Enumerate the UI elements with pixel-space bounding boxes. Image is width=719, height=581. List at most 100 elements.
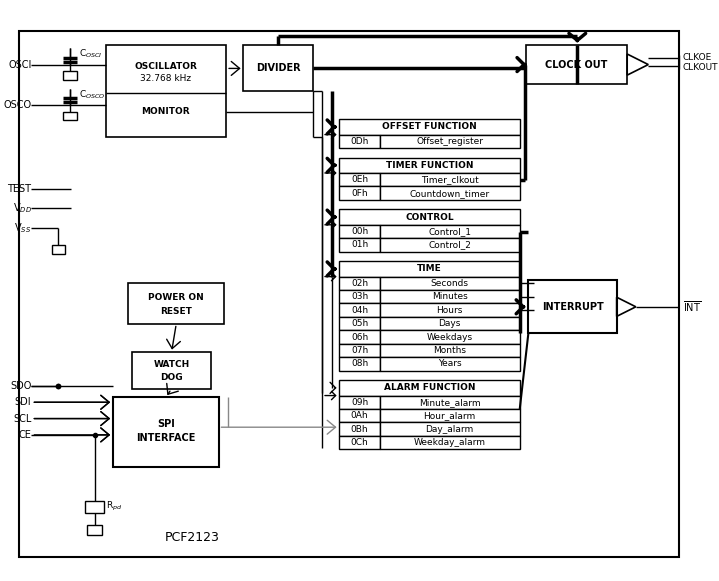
Bar — [380, 344, 520, 357]
Bar — [339, 409, 380, 422]
Bar — [339, 238, 380, 252]
Text: CLKOUT: CLKOUT — [683, 63, 718, 72]
Text: R$_{pd}$: R$_{pd}$ — [106, 500, 123, 514]
Bar — [339, 290, 380, 303]
Text: 04h: 04h — [351, 306, 368, 315]
Text: Weekday_alarm: Weekday_alarm — [413, 438, 486, 447]
Text: ALARM FUNCTION: ALARM FUNCTION — [384, 383, 475, 392]
Text: $\overline{\mathrm{INT}}$: $\overline{\mathrm{INT}}$ — [683, 299, 701, 314]
Bar — [380, 187, 520, 200]
Text: 32.768 kHz: 32.768 kHz — [140, 74, 191, 84]
Bar — [339, 261, 520, 277]
Bar — [380, 290, 520, 303]
Text: OSCO: OSCO — [4, 100, 32, 110]
Text: 00h: 00h — [351, 227, 368, 236]
Text: POWER ON: POWER ON — [148, 293, 204, 302]
Text: Years: Years — [438, 360, 462, 368]
Bar — [339, 173, 380, 187]
Bar — [63, 71, 76, 80]
Bar — [339, 135, 380, 148]
Text: Minute_alarm: Minute_alarm — [419, 398, 480, 407]
Text: Countdown_timer: Countdown_timer — [410, 189, 490, 198]
Bar — [526, 45, 627, 84]
Bar — [380, 225, 520, 238]
Bar — [339, 303, 380, 317]
Bar — [339, 277, 380, 290]
Text: Days: Days — [439, 319, 461, 328]
Bar — [339, 344, 380, 357]
Text: 0Eh: 0Eh — [351, 175, 368, 184]
Bar — [380, 238, 520, 252]
Bar — [244, 45, 313, 91]
Text: Control_1: Control_1 — [429, 227, 471, 236]
Bar — [113, 397, 219, 467]
Text: C$_{OSCI}$: C$_{OSCI}$ — [79, 48, 103, 60]
Bar — [339, 436, 380, 449]
Text: Control_2: Control_2 — [429, 241, 471, 249]
Text: C$_{OSCO}$: C$_{OSCO}$ — [79, 88, 106, 101]
Text: 0Ch: 0Ch — [351, 438, 368, 447]
Text: RESET: RESET — [160, 307, 192, 315]
Text: CE: CE — [19, 430, 32, 440]
Text: SDI: SDI — [15, 397, 32, 407]
Text: Day_alarm: Day_alarm — [426, 425, 474, 433]
Text: INTERFACE: INTERFACE — [136, 433, 196, 443]
Bar — [339, 396, 380, 409]
Text: OFFSET FUNCTION: OFFSET FUNCTION — [383, 123, 477, 131]
Text: DIVIDER: DIVIDER — [256, 63, 301, 73]
Text: Hour_alarm: Hour_alarm — [423, 411, 476, 420]
Text: INTERRUPT: INTERRUPT — [541, 302, 603, 312]
Bar — [52, 245, 65, 253]
Bar — [339, 331, 380, 344]
Bar — [106, 45, 226, 137]
Bar — [380, 436, 520, 449]
Text: V$_{SS}$: V$_{SS}$ — [14, 221, 32, 235]
Text: 05h: 05h — [351, 319, 368, 328]
Text: SCL: SCL — [13, 414, 32, 424]
Text: SDO: SDO — [10, 381, 32, 391]
Bar — [339, 209, 520, 225]
Text: DOG: DOG — [160, 373, 183, 382]
Text: CLKOE: CLKOE — [683, 53, 712, 62]
Bar — [339, 119, 520, 135]
Text: OSCI: OSCI — [8, 60, 32, 70]
Bar — [380, 396, 520, 409]
Bar — [380, 173, 520, 187]
Bar — [380, 277, 520, 290]
Text: TIMER FUNCTION: TIMER FUNCTION — [386, 161, 473, 170]
Text: Timer_clkout: Timer_clkout — [421, 175, 479, 184]
Text: 06h: 06h — [351, 332, 368, 342]
Text: 01h: 01h — [351, 241, 368, 249]
Text: Weekdays: Weekdays — [426, 332, 473, 342]
Bar — [528, 281, 617, 333]
Bar — [339, 357, 380, 371]
Bar — [339, 380, 520, 396]
Text: TEST: TEST — [7, 184, 32, 194]
Text: 02h: 02h — [351, 279, 368, 288]
Text: Minutes: Minutes — [432, 292, 467, 301]
Bar — [339, 225, 380, 238]
Text: WATCH: WATCH — [153, 360, 190, 370]
Text: 0Dh: 0Dh — [350, 137, 369, 146]
Bar — [85, 501, 104, 512]
Text: OSCILLATOR: OSCILLATOR — [134, 62, 197, 71]
Text: Hours: Hours — [436, 306, 463, 315]
Bar — [87, 525, 102, 535]
Bar — [63, 112, 76, 120]
Bar — [380, 357, 520, 371]
Text: CLOCK OUT: CLOCK OUT — [545, 60, 608, 70]
Bar — [339, 187, 380, 200]
Text: V$_{DD}$: V$_{DD}$ — [12, 202, 32, 216]
Text: 07h: 07h — [351, 346, 368, 355]
Text: Offset_register: Offset_register — [416, 137, 483, 146]
Bar — [380, 331, 520, 344]
Text: MONITOR: MONITOR — [142, 107, 190, 116]
Bar — [380, 135, 520, 148]
Text: TIME: TIME — [417, 264, 442, 274]
Text: 0Ah: 0Ah — [351, 411, 368, 420]
Bar — [380, 422, 520, 436]
Bar — [132, 353, 211, 389]
Bar — [339, 422, 380, 436]
Text: PCF2123: PCF2123 — [165, 531, 220, 544]
Bar — [339, 157, 520, 173]
